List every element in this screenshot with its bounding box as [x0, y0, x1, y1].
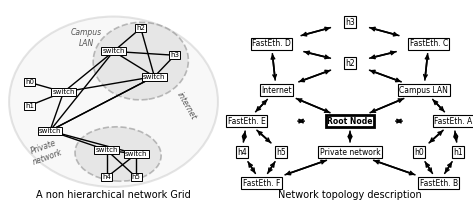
Text: h5: h5 [276, 148, 286, 157]
Text: h0: h0 [414, 148, 424, 157]
Text: h2: h2 [345, 59, 355, 68]
Text: switch: switch [125, 151, 148, 157]
Text: Network topology description: Network topology description [278, 191, 422, 200]
Text: switch: switch [96, 147, 118, 153]
Text: Private
network: Private network [27, 138, 63, 167]
Text: h4: h4 [237, 148, 247, 157]
Ellipse shape [9, 16, 218, 187]
Text: h2: h2 [136, 25, 145, 31]
Text: FastEth. D: FastEth. D [252, 39, 291, 48]
Text: Internet: Internet [261, 86, 291, 95]
Ellipse shape [75, 127, 161, 181]
Text: switch: switch [39, 128, 61, 134]
Text: A non hierarchical network Grid: A non hierarchical network Grid [36, 191, 191, 200]
Text: Campus
LAN: Campus LAN [70, 28, 102, 48]
Text: h3: h3 [170, 52, 179, 58]
Text: h1: h1 [454, 148, 463, 157]
Text: FastEth. A: FastEth. A [434, 117, 473, 126]
Text: switch: switch [143, 73, 166, 80]
Text: Private network: Private network [320, 148, 380, 157]
Text: Root Node: Root Node [327, 117, 373, 126]
Text: FastEth. B: FastEth. B [420, 179, 458, 187]
Text: h4: h4 [102, 174, 111, 180]
Text: h5: h5 [132, 174, 140, 180]
Text: h1: h1 [25, 103, 34, 109]
Text: h3: h3 [345, 18, 355, 27]
Text: FastEth. E: FastEth. E [228, 117, 266, 126]
Text: Campus LAN: Campus LAN [399, 86, 448, 95]
Text: FastEth. C: FastEth. C [410, 39, 448, 48]
Ellipse shape [93, 22, 188, 100]
Text: FastEth. F: FastEth. F [243, 179, 280, 187]
Text: internet: internet [175, 90, 198, 121]
Text: switch: switch [53, 89, 75, 95]
Text: h0: h0 [25, 79, 34, 85]
Text: switch: switch [102, 48, 125, 54]
